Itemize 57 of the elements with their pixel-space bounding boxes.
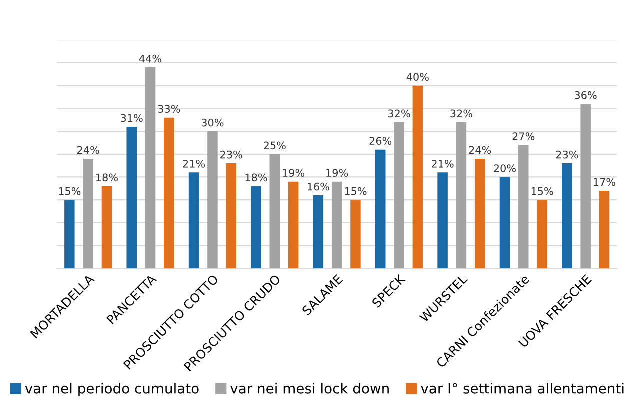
bar — [208, 132, 218, 269]
data-label: 26% — [370, 137, 392, 146]
legend-label: var nel periodo cumulato — [25, 383, 199, 397]
data-label: 18% — [246, 174, 268, 182]
bar — [350, 200, 361, 269]
data-label: 23% — [220, 150, 242, 159]
bar — [83, 158, 94, 269]
bar — [332, 182, 342, 269]
data-label: 15% — [59, 187, 81, 196]
bar — [599, 190, 610, 269]
data-label: 21% — [432, 160, 454, 168]
data-label: 24% — [78, 146, 100, 154]
bar — [313, 196, 324, 269]
data-label: 20% — [494, 164, 516, 172]
bar — [474, 158, 486, 269]
bar — [562, 164, 572, 269]
data-label: 31% — [121, 114, 143, 122]
bar — [438, 172, 448, 269]
data-label: 15% — [532, 187, 554, 196]
bar — [394, 122, 404, 269]
bar — [375, 150, 386, 269]
bar — [145, 68, 156, 269]
data-label: 19% — [326, 169, 348, 178]
bar — [500, 177, 510, 269]
bar — [126, 126, 137, 269]
bar — [270, 154, 280, 269]
data-label: 36% — [575, 91, 597, 100]
legend-label: var nei mesi lock down — [230, 383, 389, 394]
data-label: 27% — [512, 132, 535, 140]
data-label: 25% — [264, 142, 286, 150]
data-label: 32% — [450, 110, 472, 118]
bar — [226, 164, 236, 269]
data-label: 33% — [158, 105, 180, 114]
data-label: 15% — [345, 187, 367, 196]
bar — [537, 200, 548, 269]
data-label: 17% — [594, 178, 616, 186]
data-label: 24% — [469, 146, 492, 154]
data-label: 30% — [202, 118, 224, 127]
bar — [456, 122, 467, 269]
bar — [102, 186, 112, 269]
legend-label: var I° settimana allentamenti — [421, 383, 624, 394]
data-label: 40% — [406, 73, 429, 82]
bar — [518, 145, 529, 269]
data-label: 16% — [308, 182, 330, 191]
bar — [580, 104, 591, 269]
data-label: 21% — [183, 160, 206, 168]
data-label: 19% — [283, 169, 305, 178]
bar — [412, 86, 424, 269]
bar — [251, 186, 262, 269]
data-label: 23% — [556, 150, 578, 159]
bar — [288, 182, 299, 269]
data-label: 44% — [139, 54, 162, 63]
data-label: 32% — [388, 110, 410, 118]
data-label: 18% — [96, 174, 118, 182]
bar — [188, 172, 200, 269]
bar — [164, 118, 174, 269]
bar — [64, 200, 75, 269]
